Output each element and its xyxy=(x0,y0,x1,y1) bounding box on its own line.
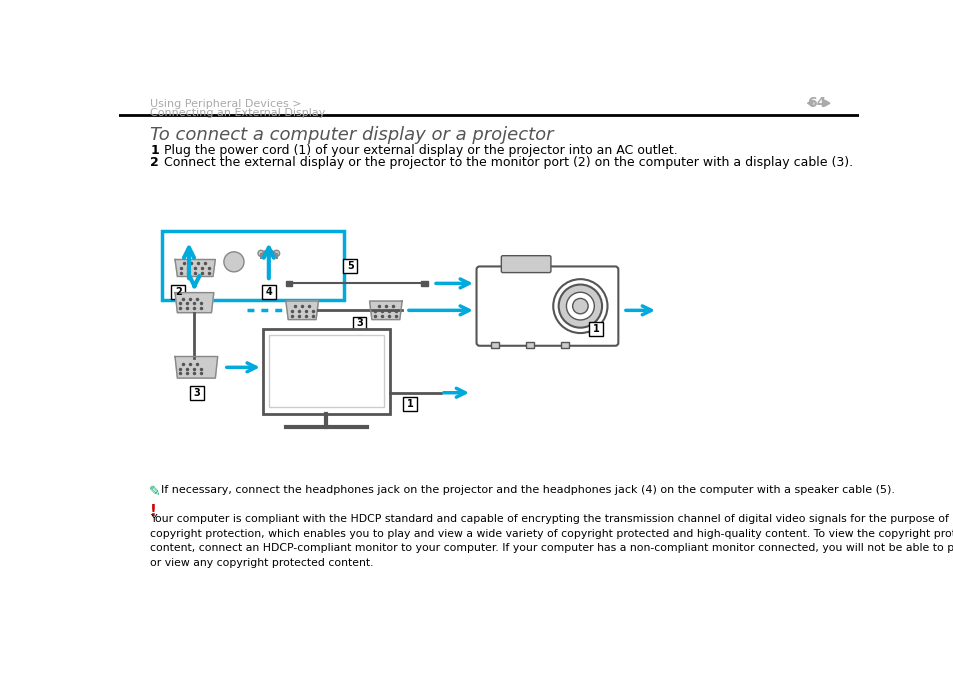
Text: If necessary, connect the headphones jack on the projector and the headphones ja: If necessary, connect the headphones jac… xyxy=(161,485,894,495)
Text: 3: 3 xyxy=(193,388,200,398)
Text: Plug the power cord (1) of your external display or the projector into an AC out: Plug the power cord (1) of your external… xyxy=(164,144,678,157)
Text: 5: 5 xyxy=(347,261,354,271)
Circle shape xyxy=(553,279,607,333)
FancyBboxPatch shape xyxy=(190,386,204,400)
Text: Using Peripheral Devices >: Using Peripheral Devices > xyxy=(150,98,301,109)
Circle shape xyxy=(224,252,244,272)
Circle shape xyxy=(257,250,264,256)
Circle shape xyxy=(572,299,587,314)
Text: ✎: ✎ xyxy=(149,485,160,499)
FancyBboxPatch shape xyxy=(262,329,390,414)
Text: 2: 2 xyxy=(174,287,181,297)
FancyBboxPatch shape xyxy=(261,285,275,299)
Polygon shape xyxy=(823,100,829,106)
FancyBboxPatch shape xyxy=(343,259,356,272)
Polygon shape xyxy=(174,357,217,378)
FancyBboxPatch shape xyxy=(476,266,618,346)
Text: 4: 4 xyxy=(265,287,272,297)
Bar xyxy=(491,342,498,348)
Bar xyxy=(286,281,292,286)
Polygon shape xyxy=(174,293,213,313)
FancyBboxPatch shape xyxy=(588,322,602,336)
Text: Your computer is compliant with the HDCP standard and capable of encrypting the : Your computer is compliant with the HDCP… xyxy=(150,514,953,568)
Text: To connect a computer display or a projector: To connect a computer display or a proje… xyxy=(150,126,553,144)
Bar xyxy=(525,342,534,348)
Circle shape xyxy=(274,250,279,256)
FancyBboxPatch shape xyxy=(269,335,384,407)
Text: 1: 1 xyxy=(150,144,159,157)
Text: 3: 3 xyxy=(355,318,362,328)
Text: Connecting an External Display: Connecting an External Display xyxy=(150,108,325,118)
Polygon shape xyxy=(286,301,318,319)
Text: 1: 1 xyxy=(592,324,598,334)
FancyBboxPatch shape xyxy=(500,255,550,272)
Text: Connect the external display or the projector to the monitor port (2) on the com: Connect the external display or the proj… xyxy=(164,156,852,169)
FancyBboxPatch shape xyxy=(402,398,416,411)
Polygon shape xyxy=(174,259,215,276)
Text: 2: 2 xyxy=(150,156,159,169)
Polygon shape xyxy=(369,301,402,319)
Bar xyxy=(560,342,568,348)
FancyBboxPatch shape xyxy=(162,231,344,301)
Text: 1: 1 xyxy=(406,399,413,409)
Circle shape xyxy=(558,284,601,328)
Circle shape xyxy=(566,293,594,320)
Bar xyxy=(421,281,427,286)
Polygon shape xyxy=(806,100,812,106)
FancyBboxPatch shape xyxy=(353,317,366,330)
Text: 64: 64 xyxy=(806,96,825,111)
Text: !: ! xyxy=(150,503,157,518)
FancyBboxPatch shape xyxy=(171,285,185,299)
